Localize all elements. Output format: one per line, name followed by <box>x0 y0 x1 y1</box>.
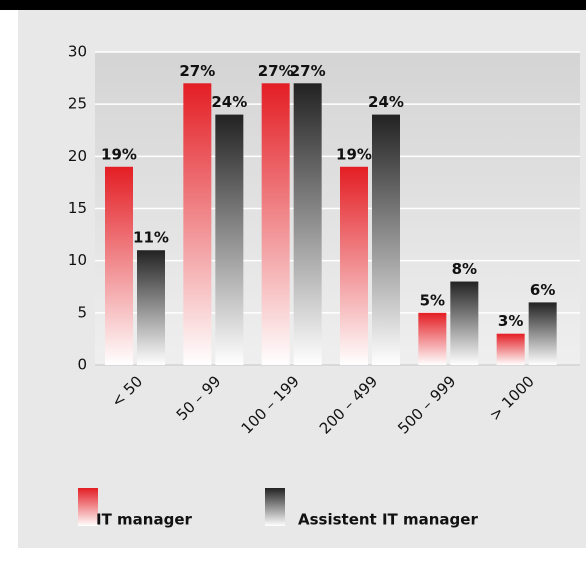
bar <box>528 302 557 365</box>
value-label: 27% <box>290 62 326 80</box>
y-tick-label: 30 <box>68 43 87 61</box>
value-label: 8% <box>452 260 477 278</box>
legend-label: IT manager <box>96 511 192 529</box>
value-label: 5% <box>420 291 445 309</box>
value-label: 24% <box>368 93 404 111</box>
bar <box>137 250 165 365</box>
bar <box>372 114 400 365</box>
legend-swatch <box>78 488 98 526</box>
value-label: 19% <box>101 145 137 163</box>
bar <box>215 114 244 365</box>
value-label: 19% <box>336 145 372 163</box>
y-tick-label: 15 <box>68 199 87 217</box>
y-tick-label: 0 <box>77 356 87 374</box>
value-label: 27% <box>179 62 215 80</box>
y-tick-label: 25 <box>68 95 87 113</box>
legend-swatch <box>265 488 285 526</box>
top-bar <box>0 0 586 10</box>
value-label: 3% <box>498 312 523 330</box>
legend-label: Assistent IT manager <box>298 511 478 529</box>
value-label: 27% <box>258 62 294 80</box>
bar <box>293 83 322 366</box>
bar <box>261 83 290 366</box>
y-tick-label: 5 <box>77 303 87 321</box>
value-label: 11% <box>133 229 169 247</box>
bar <box>450 281 479 365</box>
bar <box>183 83 212 366</box>
y-tick-label: 20 <box>68 147 87 165</box>
bar <box>496 333 525 365</box>
value-label: 24% <box>211 93 247 111</box>
bar <box>418 312 447 365</box>
bar <box>340 166 368 365</box>
bar <box>105 166 133 365</box>
y-tick-label: 10 <box>68 251 87 269</box>
value-label: 6% <box>530 281 555 299</box>
